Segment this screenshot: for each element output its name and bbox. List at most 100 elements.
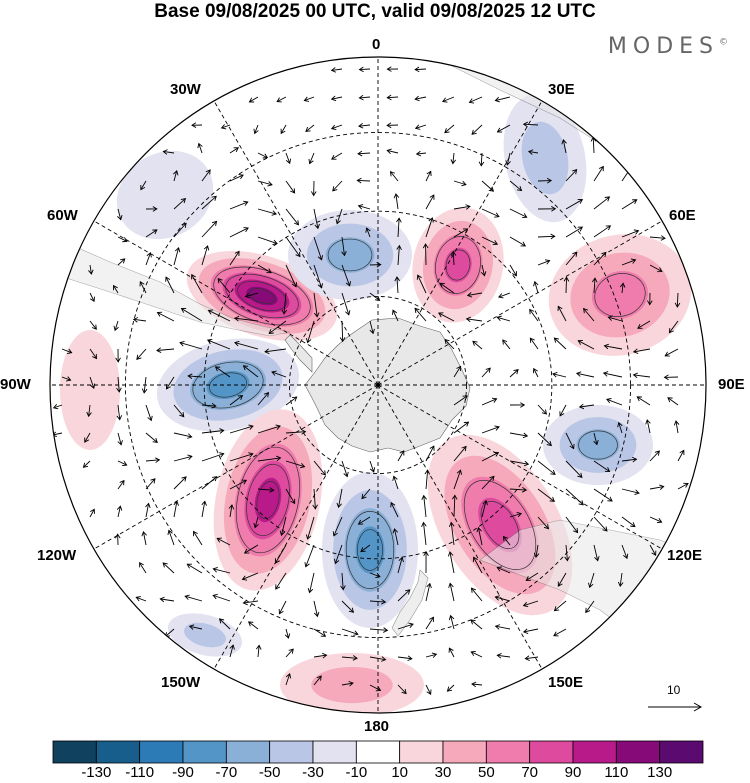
wind-vector	[173, 198, 186, 210]
vector-reference-arrow	[648, 702, 703, 712]
wind-vector-head	[356, 177, 362, 184]
wind-vector-head	[119, 479, 125, 486]
wind-vector	[369, 656, 386, 661]
wind-vector-head	[396, 244, 402, 251]
wind-vector-head	[656, 518, 663, 524]
wind-vector-head	[543, 524, 550, 530]
wind-vector	[268, 320, 287, 334]
wind-vector-head	[303, 96, 310, 102]
wind-vector-head	[470, 587, 477, 593]
lon-label-30w: 30W	[170, 81, 201, 98]
meridian-line	[213, 100, 379, 386]
wind-vector-head	[330, 124, 337, 131]
colorbar-tick-label: 90	[564, 764, 582, 781]
wind-vector	[145, 459, 160, 462]
wind-vector	[649, 544, 657, 556]
wind-vector	[438, 312, 455, 322]
wind-vector	[576, 372, 595, 378]
meridian-line	[93, 384, 379, 550]
wind-vector-head	[181, 476, 187, 482]
wind-vector	[117, 376, 120, 392]
wind-vector	[191, 274, 203, 294]
wind-vector-head	[392, 528, 399, 534]
wind-vector	[309, 152, 315, 164]
wind-vector-head	[307, 587, 314, 594]
wind-vector-head	[191, 273, 196, 280]
wind-vector	[173, 222, 187, 238]
wind-vector	[481, 476, 495, 490]
wind-vector	[257, 264, 272, 274]
wind-vector-head	[320, 470, 326, 476]
wind-vector-head	[114, 533, 121, 539]
wind-vector	[444, 124, 455, 133]
wind-vector-head	[544, 259, 551, 265]
wind-vector-head	[310, 191, 317, 197]
wind-vector	[481, 180, 494, 192]
wind-vector	[140, 180, 147, 190]
wind-vector-head	[422, 243, 429, 249]
wind-vector-head	[332, 531, 338, 537]
wind-vector	[234, 317, 259, 322]
center-10w-negative-contours	[327, 238, 373, 272]
wind-vector-head	[353, 630, 359, 636]
wind-vector	[304, 96, 315, 101]
wind-vector	[369, 628, 388, 631]
wind-vector-head	[668, 327, 674, 334]
wind-vector-head	[212, 593, 218, 600]
wind-vector-head	[317, 283, 324, 289]
wind-vector	[537, 260, 550, 266]
wind-vector	[565, 460, 583, 478]
wind-vector-head	[525, 576, 531, 581]
wind-vector	[509, 208, 527, 218]
wind-vector	[397, 218, 400, 238]
wind-vector-head	[386, 122, 392, 129]
wind-vector	[181, 308, 203, 322]
wind-vector	[444, 339, 455, 350]
wind-vector-head	[343, 471, 349, 478]
wind-vector-head	[448, 614, 455, 621]
wind-vector	[453, 366, 462, 378]
center-south-america-positive-ring	[246, 286, 278, 306]
wind-vector	[229, 504, 233, 518]
wind-vector-head	[295, 251, 301, 258]
wind-vector	[341, 600, 354, 613]
wind-vector-head	[290, 188, 296, 194]
wind-vector-head	[572, 251, 578, 257]
wind-vector	[173, 404, 185, 417]
wind-vector-head	[88, 269, 94, 275]
wind-vector	[117, 236, 128, 242]
wind-vector	[257, 152, 268, 159]
wind-vector-head	[264, 348, 270, 355]
wind-vector	[533, 368, 539, 378]
wind-vector	[145, 432, 158, 443]
wind-vector	[450, 522, 455, 546]
wind-vector	[117, 460, 127, 466]
wind-vector-head	[645, 419, 651, 425]
colorbar-tick-label: -10	[345, 764, 368, 781]
wind-vector-head	[330, 95, 337, 102]
wind-vector	[649, 264, 663, 272]
wind-vector	[621, 544, 628, 559]
wind-vector	[341, 236, 345, 256]
center-100e-negative-contours	[578, 430, 618, 460]
wind-vector-head	[374, 295, 381, 301]
wind-vector	[676, 292, 679, 307]
wind-vector	[621, 230, 639, 238]
wind-vector	[309, 572, 315, 593]
wind-vector-head	[243, 200, 249, 206]
wind-vector-head	[527, 149, 534, 155]
wind-vector	[470, 619, 483, 630]
wind-vector	[117, 506, 121, 518]
wind-vector	[139, 562, 147, 574]
brand-mark: ©	[719, 37, 728, 48]
wind-vector	[565, 488, 584, 506]
wind-vector	[156, 348, 175, 351]
wind-vector-head	[513, 369, 519, 375]
wind-vectors	[51, 66, 689, 695]
wind-vector-head	[184, 594, 190, 600]
colorbar-tick-label: -130	[81, 764, 112, 781]
wind-vector	[565, 199, 583, 210]
wind-vector-head	[407, 655, 413, 662]
wind-vector-head	[396, 217, 402, 223]
